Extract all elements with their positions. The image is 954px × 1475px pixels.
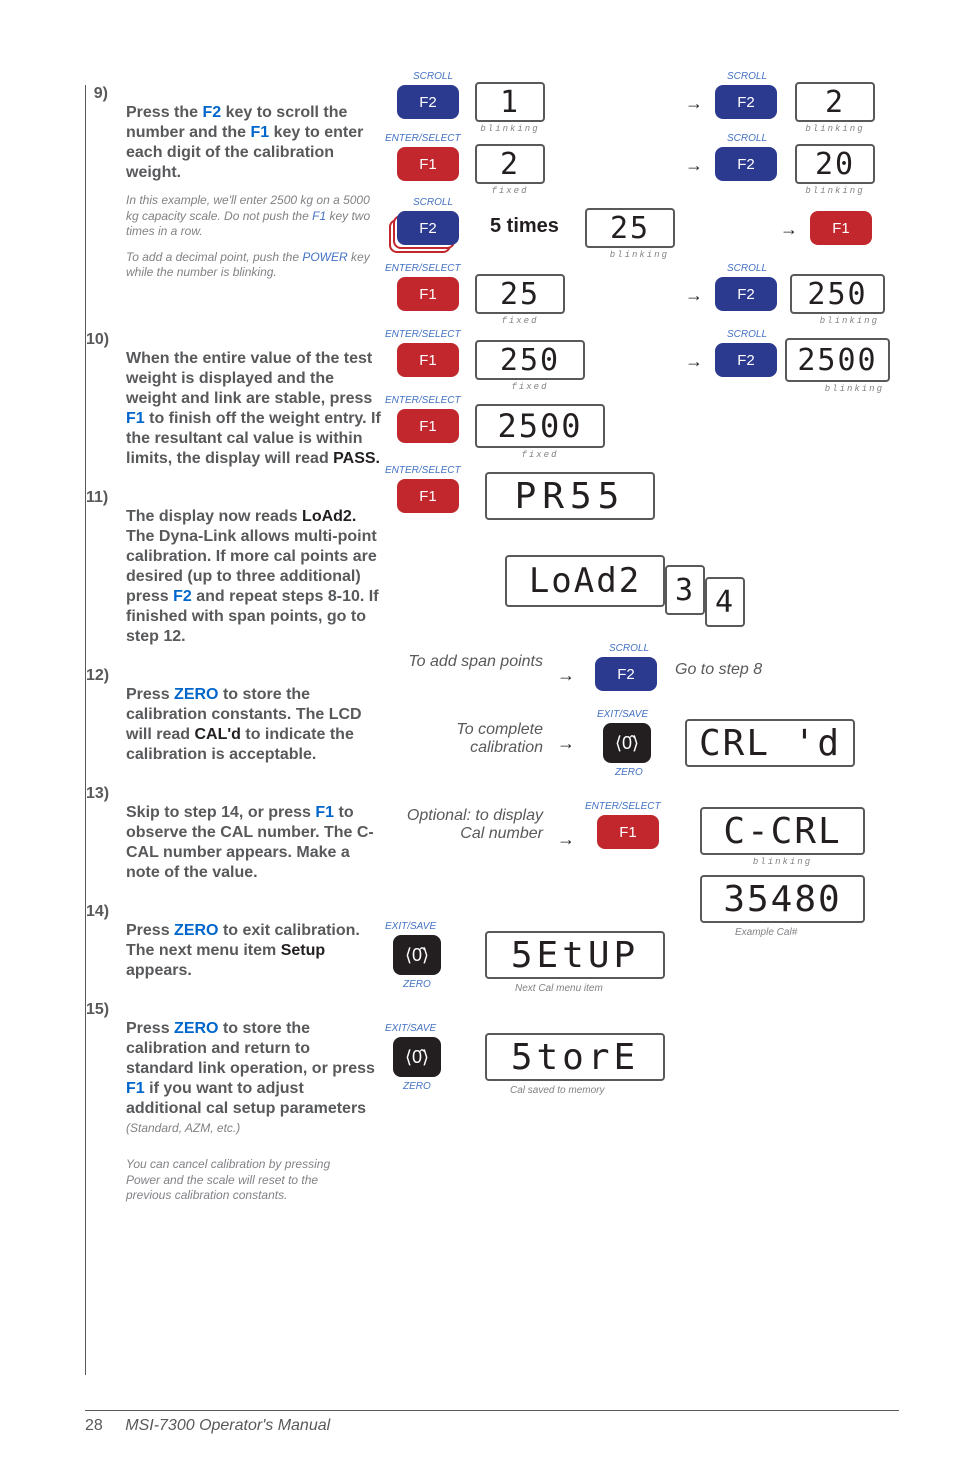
arrow-icon: → (685, 285, 703, 306)
lcd-display: 5torE (485, 1033, 665, 1081)
f2-button: F2 (397, 211, 459, 245)
step-number: 12) (86, 667, 116, 685)
lcd-display: 1blinking (475, 82, 545, 122)
cap-enter: ENTER/SELECT (585, 801, 661, 812)
arrow-icon: → (780, 219, 798, 240)
lcd-display: 2fixed (475, 144, 545, 184)
f1-button: F1 (597, 815, 659, 849)
cap-enter: ENTER/SELECT (385, 465, 461, 476)
f2-button: F2 (715, 85, 777, 119)
final-note: You can cancel calibration by pressing P… (96, 1157, 351, 1204)
lcd-display: 2blinking (795, 82, 875, 122)
zero-button: ⟨0̂⟩ (603, 723, 651, 763)
cap-scroll: SCROLL (727, 71, 767, 82)
cap-scroll: SCROLL (727, 263, 767, 274)
lcd-display: LoAd2 (505, 555, 665, 607)
lcd-display: 4 (705, 577, 745, 627)
saved-label: Cal saved to memory (510, 1085, 604, 1096)
dia-label: To complete calibration (393, 721, 543, 757)
zero-icon: ⟨0̂⟩ (615, 733, 639, 754)
step-number: 14) (86, 903, 116, 921)
cap-enter: ENTER/SELECT (385, 263, 461, 274)
lcd-display: 35480 (700, 875, 865, 923)
arrow-icon: → (557, 829, 575, 850)
f1-button: F1 (397, 409, 459, 443)
step-number: 9) (86, 85, 116, 103)
f2-button: F2 (715, 147, 777, 181)
step-text: Press ZERO to store the calibration and … (126, 1020, 375, 1117)
arrow-icon: → (685, 155, 703, 176)
instruction-column: 9) Press the F2 key to scroll the number… (85, 85, 375, 1375)
cap-scroll: SCROLL (413, 71, 453, 82)
cap-scroll: SCROLL (727, 133, 767, 144)
cap-zero: ZERO (403, 979, 431, 990)
step-number: 11) (86, 489, 116, 507)
cap-scroll: SCROLL (609, 643, 649, 654)
lcd-display: 250blinking (790, 274, 885, 314)
f1-button: F1 (397, 277, 459, 311)
flow-diagram: SCROLL F2 1blinking → SCROLL F2 2blinkin… (375, 85, 899, 1375)
arrow-icon: → (557, 733, 575, 754)
f1-button: F1 (397, 343, 459, 377)
step-note: In this example, we'll enter 2500 kg on … (126, 193, 381, 240)
step-text: Press ZERO to exit calibration. The next… (126, 922, 360, 979)
step-number: 10) (86, 331, 116, 349)
step-number: 15) (86, 1001, 116, 1019)
step-text: The display now reads LoAd2. The Dyna-Li… (126, 508, 379, 645)
cap-enter: ENTER/SELECT (385, 133, 461, 144)
lcd-display: 5EtUP (485, 931, 665, 979)
f2-button: F2 (595, 657, 657, 691)
cap-enter: ENTER/SELECT (385, 395, 461, 406)
cap-exit: EXIT/SAVE (385, 921, 436, 932)
cap-scroll: SCROLL (727, 329, 767, 340)
f2-button: F2 (397, 85, 459, 119)
lcd-display: 3 (665, 565, 705, 615)
lcd-display: CRL 'd (685, 719, 855, 767)
cap-exit: EXIT/SAVE (385, 1023, 436, 1034)
step-text: Press ZERO to store the calibration cons… (126, 686, 362, 763)
cap-enter: ENTER/SELECT (385, 329, 461, 340)
zero-button: ⟨0̂⟩ (393, 935, 441, 975)
step-number: 13) (86, 785, 116, 803)
arrow-icon: → (685, 351, 703, 372)
lcd-display: 25blinking (585, 208, 675, 248)
zero-button: ⟨0̂⟩ (393, 1037, 441, 1077)
zero-icon: ⟨0̂⟩ (405, 945, 429, 966)
cap-exit: EXIT/SAVE (597, 709, 648, 720)
cap-scroll: SCROLL (413, 197, 453, 208)
lcd-display: PR55 (485, 472, 655, 520)
step-note: To add a decimal point, push the POWER k… (126, 250, 381, 281)
lcd-display: C-CRLblinking (700, 807, 865, 855)
page-footer: 28 MSI-7300 Operator's Manual (85, 1410, 899, 1435)
cap-zero: ZERO (615, 767, 643, 778)
step-text: When the entire value of the test weight… (126, 350, 381, 467)
dia-label: To add span points (393, 653, 543, 671)
lcd-display: 2500fixed (475, 404, 605, 448)
cap-zero: ZERO (403, 1081, 431, 1092)
f1-button: F1 (810, 211, 872, 245)
times-label: 5 times (490, 215, 559, 238)
lcd-display: 20blinking (795, 144, 875, 184)
dia-label: Go to step 8 (675, 661, 835, 679)
f1-button: F1 (397, 479, 459, 513)
zero-icon: ⟨0̂⟩ (405, 1047, 429, 1068)
lcd-display: 250fixed (475, 340, 585, 380)
example-cal-label: Example Cal# (735, 927, 797, 938)
lcd-display: 2500blinking (785, 338, 890, 382)
step-text: Skip to step 14, or press F1 to observe … (126, 804, 374, 881)
f2-button: F2 (715, 277, 777, 311)
arrow-icon: → (685, 93, 703, 114)
page-number: 28 (85, 1417, 103, 1435)
f2-button: F2 (715, 343, 777, 377)
step-text: Press the F2 key to scroll the number an… (126, 104, 363, 181)
arrow-icon: → (557, 665, 575, 686)
lcd-display: 25fixed (475, 274, 565, 314)
dia-label: Optional: to display Cal number (393, 807, 543, 843)
f1-button: F1 (397, 147, 459, 181)
manual-title: MSI-7300 Operator's Manual (125, 1417, 330, 1434)
next-menu-label: Next Cal menu item (515, 983, 603, 994)
